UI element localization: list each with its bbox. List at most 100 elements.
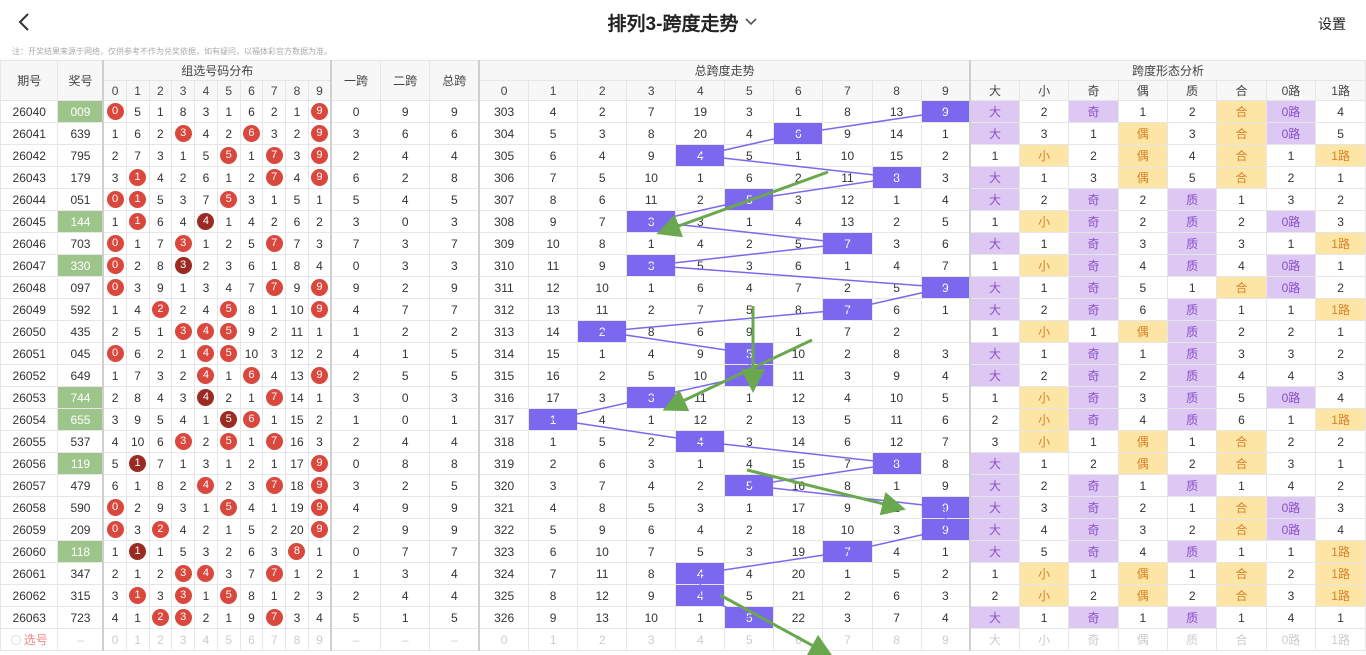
- dist-cell: 1: [285, 562, 309, 585]
- total-span-value: 4: [429, 584, 480, 607]
- dist-cell: 19: [285, 496, 309, 519]
- shape-cell: 合: [1216, 430, 1267, 453]
- span2-value: 3: [379, 562, 431, 585]
- trend-cell: 1: [724, 496, 775, 519]
- dist-cell: 2: [125, 254, 150, 277]
- trend-cell: 6: [675, 320, 726, 343]
- trend-cell: 325: [478, 584, 530, 607]
- col-header-issue: 期号: [0, 60, 59, 101]
- dist-ball: 0: [106, 235, 124, 252]
- trend-cell: 322: [478, 518, 530, 541]
- dist-cell: 9: [307, 364, 332, 387]
- shape-cell: 2: [1166, 518, 1218, 541]
- dist-cell: 5: [102, 452, 127, 475]
- dist-cell: 1: [216, 210, 241, 233]
- total-span-value: 9: [429, 518, 480, 541]
- shape-cell: 合: [1216, 496, 1267, 519]
- dist-cell: 1: [239, 430, 264, 453]
- dist-ball: 9: [310, 499, 328, 516]
- dist-cell: 1: [194, 584, 218, 607]
- dist-ball: 9: [310, 455, 328, 472]
- back-icon[interactable]: [12, 10, 36, 34]
- shape-cell: 1: [1068, 320, 1119, 343]
- trend-cell: 8: [626, 122, 677, 145]
- dist-cell: 4: [194, 122, 218, 145]
- dist-cell: 3: [171, 496, 196, 519]
- dist-cell: 6: [125, 342, 150, 365]
- col-header-span2: 二跨: [379, 60, 431, 101]
- dist-cell: 4: [171, 518, 196, 541]
- dist-cell: 3: [239, 474, 264, 497]
- select-shape: 合: [1216, 628, 1267, 651]
- trend-cell: 1: [626, 276, 677, 299]
- digit-header: 7: [262, 80, 287, 101]
- table-row: 26056 119 5 1 7 1 3 1 2 1 17 9 0 8 8 319 2 6 3 1 4 15 7 8 8 大 1 2 偶 2…: [0, 452, 1366, 475]
- shape-cell: 质: [1166, 408, 1218, 431]
- trend-cell: 2: [528, 452, 579, 475]
- dist-cell: 1: [307, 320, 332, 343]
- dist-ball: 0: [106, 279, 124, 296]
- title-dropdown[interactable]: 排列3-跨度走势: [608, 9, 759, 36]
- trend-cell: 3: [724, 100, 775, 123]
- total-span-value: 5: [429, 606, 480, 629]
- dist-cell: 1: [262, 496, 287, 519]
- shape-cell: 质: [1166, 320, 1218, 343]
- dist-cell: 1: [307, 386, 332, 409]
- dist-cell: 2: [307, 562, 332, 585]
- dist-cell: 2: [216, 232, 241, 255]
- trend-cell: 12: [822, 188, 873, 211]
- select-trend-digit: 3: [626, 628, 677, 651]
- shape-cell: 质: [1166, 540, 1218, 563]
- shape-cell: 质: [1166, 386, 1218, 409]
- select-label[interactable]: 选号: [0, 628, 59, 651]
- dist-ball: 6: [242, 411, 260, 428]
- dist-ball: 5: [220, 433, 238, 450]
- issue-number: 26040: [0, 100, 59, 123]
- dist-cell: 2: [171, 474, 196, 497]
- trend-cell: 2: [577, 100, 628, 123]
- select-digit: 9: [307, 628, 332, 651]
- issue-number: 26063: [0, 606, 59, 629]
- dist-cell: 18: [285, 474, 309, 497]
- dist-cell: 0: [102, 342, 127, 365]
- dist-cell: 1: [125, 210, 150, 233]
- radio-icon[interactable]: [10, 635, 21, 645]
- dist-cell: 5: [125, 320, 150, 343]
- dist-ball: 9: [310, 477, 328, 494]
- trend-cell: 318: [478, 430, 530, 453]
- table-row: 26055 537 4 10 6 3 2 5 1 7 16 3 2 4 4 318 1 5 2 4 3 14 6 12 7 3 小 1…: [0, 430, 1366, 453]
- dist-cell: 1: [102, 210, 127, 233]
- dist-cell: 3: [285, 144, 309, 167]
- award-number: 744: [57, 386, 104, 409]
- trend-cell: 13: [528, 298, 579, 321]
- dist-cell: 4: [285, 166, 309, 189]
- trend-cell: 9: [577, 518, 628, 541]
- total-span-value: 3: [429, 210, 480, 233]
- shape-cell: 2: [1166, 100, 1218, 123]
- trend-cell: 6: [528, 144, 579, 167]
- shape-cell: 2: [1315, 474, 1366, 497]
- issue-number: 26042: [0, 144, 59, 167]
- trend-cell: 10: [626, 166, 677, 189]
- span1-value: 3: [330, 210, 382, 233]
- dist-cell: 6: [285, 210, 309, 233]
- trend-cell: 323: [478, 540, 530, 563]
- dist-cell: 5: [148, 188, 173, 211]
- settings-button[interactable]: 设置: [1318, 16, 1346, 32]
- trend-cell: 326: [478, 606, 530, 629]
- award-number: 723: [57, 606, 104, 629]
- shape-cell: 1: [1315, 254, 1366, 277]
- shape-cell: 1: [1166, 276, 1218, 299]
- dist-cell: 4: [194, 364, 218, 387]
- award-number: 479: [57, 474, 104, 497]
- dist-cell: 1: [216, 100, 241, 123]
- dist-cell: 1: [194, 408, 218, 431]
- shape-cell: 1: [969, 144, 1020, 167]
- shape-cell: 偶: [1117, 166, 1168, 189]
- span2-value: 0: [379, 386, 431, 409]
- dist-cell: 2: [239, 166, 264, 189]
- trend-cell: 6: [920, 232, 971, 255]
- shape-cell: 质: [1166, 606, 1218, 629]
- trend-cell: 316: [478, 386, 530, 409]
- select-row[interactable]: 选号 –0 1 2 3 4 5 6 7 8 9– – –0 1 2 3 4 5 6 7 8 9 大小奇偶质合 0路 1路: [0, 628, 1366, 651]
